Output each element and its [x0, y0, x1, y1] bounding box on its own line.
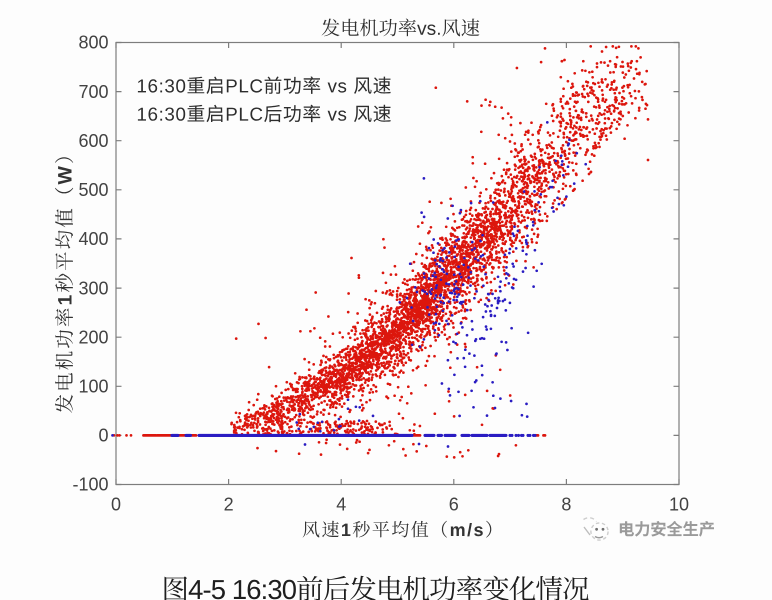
svg-text:0: 0: [98, 426, 108, 446]
svg-text:6: 6: [449, 495, 459, 515]
svg-text:0: 0: [111, 495, 121, 515]
svg-text:500: 500: [78, 180, 108, 200]
svg-text:700: 700: [78, 82, 108, 102]
svg-text:8: 8: [561, 495, 571, 515]
svg-text:800: 800: [78, 33, 108, 53]
svg-text:2: 2: [224, 495, 234, 515]
svg-text:300: 300: [78, 278, 108, 298]
svg-text:100: 100: [78, 377, 108, 397]
svg-text:600: 600: [78, 131, 108, 151]
svg-text:400: 400: [78, 229, 108, 249]
svg-text:10: 10: [669, 495, 689, 515]
svg-text:4: 4: [336, 495, 346, 515]
svg-text:-100: -100: [72, 475, 108, 495]
svg-text:200: 200: [78, 327, 108, 347]
